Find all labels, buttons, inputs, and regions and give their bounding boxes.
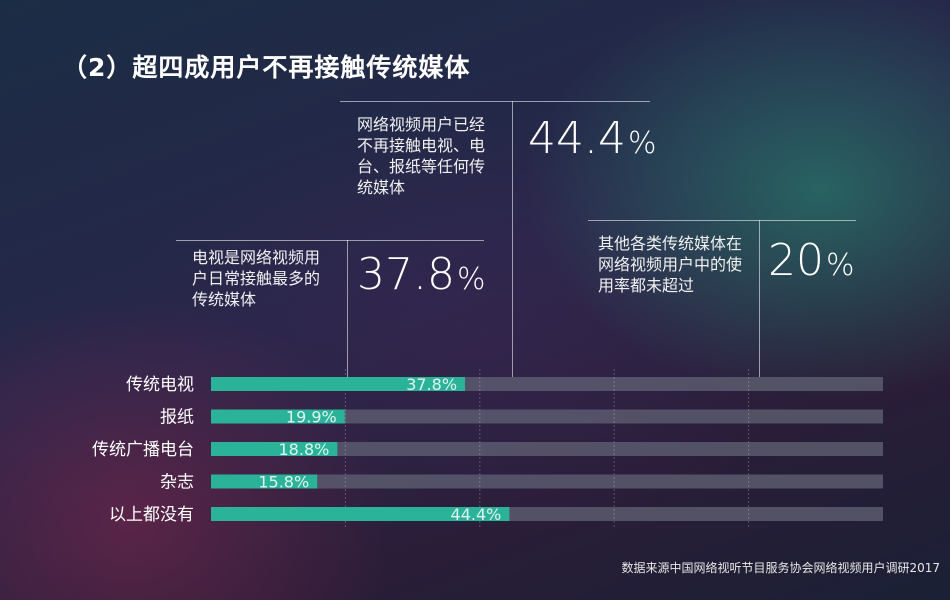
data-label: 19.9% [286,408,337,427]
bar [211,377,466,391]
data-label: 37.8% [406,375,457,394]
bar-track [211,474,883,489]
callout-unit: % [627,126,657,161]
bar [211,507,510,521]
callout-unit: % [826,248,855,283]
callout-text: 网络视频用户已经不再接触电视、电台、报纸等任何传统媒体 [357,115,486,197]
callout-text: 其他各类传统媒体在网络视频用户中的使用率都未超过 [598,234,743,295]
callout-top-line [588,220,856,221]
bar-track [211,409,883,424]
category-label: 传统电视 [126,375,194,395]
bar [211,474,318,489]
category-label: 报纸 [160,408,194,428]
page-title: （2）超四成用户不再接触传统媒体 [62,53,471,82]
bar [211,409,345,424]
callout-value: 37.8 [357,249,455,300]
callout-number: 37.8% [357,253,485,297]
callout-top-line [176,240,484,241]
callout-top-line [340,101,650,102]
data-label: 18.8% [279,440,330,459]
bar-track [211,442,883,456]
category-label: 以上都没有 [109,505,194,525]
callout-connector-line [759,220,760,377]
data-source-note: 数据来源中国网络视听节目服务协会网络视频用户调研2017 [621,561,940,575]
category-label: 传统广播电台 [92,440,194,460]
callout-number: 44.4% [528,117,656,161]
callout-text: 电视是网络视频用户日常接触最多的传统媒体 [192,248,321,309]
category-label: 杂志 [160,473,194,493]
bar [211,442,338,456]
callout-connector-line [347,240,348,377]
callout-unit: % [456,262,486,297]
data-label: 15.8% [258,473,309,492]
callout-value: 44.4 [528,113,626,164]
callout-connector-line [512,101,513,377]
data-label: 44.4% [451,505,502,524]
callout-value: 20 [768,235,824,286]
callout-number: 20% [768,239,855,283]
